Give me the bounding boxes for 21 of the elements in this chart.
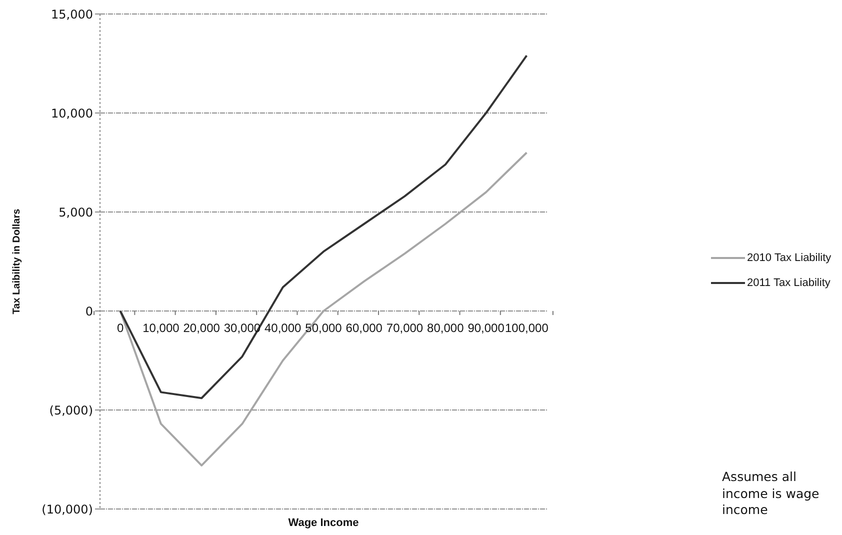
y-tick-label: 0: [85, 304, 93, 318]
x-axis-title: Wage Income: [288, 517, 359, 529]
y-tick-label: (5,000): [49, 403, 93, 418]
x-tick-label: 90,000: [468, 321, 505, 335]
y-tick-label: 10,000: [51, 106, 93, 120]
x-tick-label: 0: [116, 321, 124, 335]
x-tick-label: 20,000: [183, 321, 220, 335]
text: Assumes all income is wage income: [722, 469, 820, 518]
y-tick-label: 15,000: [51, 7, 93, 22]
y-tick-label: 5,000: [58, 205, 93, 220]
x-tick-label: 40,000: [264, 321, 302, 335]
legend-label: 2011 Tax Liability: [747, 276, 830, 288]
x-tick-label: 70,000: [386, 321, 424, 335]
x-tick-label: 80,000: [427, 321, 464, 335]
x-tick-label: 100,000: [504, 321, 549, 335]
y-axis-title: Tax Laibility in Dollars: [12, 208, 22, 314]
y-tick-label: (10,000): [42, 502, 93, 516]
x-tick-label: 50,000: [305, 321, 342, 335]
x-tick-label: 10,000: [142, 321, 180, 335]
x-tick-label: 60,000: [346, 321, 383, 335]
legend-label: 2010 Tax Liability: [747, 252, 832, 264]
